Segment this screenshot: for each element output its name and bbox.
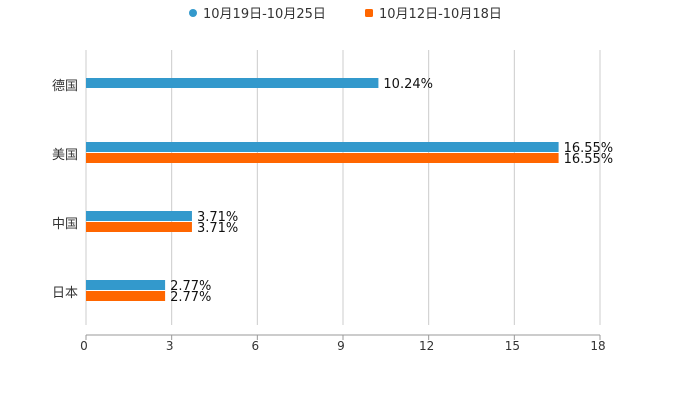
x-tick-label: 3	[166, 339, 174, 353]
bar	[86, 280, 166, 290]
x-tick-label: 9	[337, 339, 345, 353]
x-tick-label: 12	[419, 339, 434, 353]
bar	[86, 291, 166, 301]
category-label: 中国	[52, 217, 78, 232]
grid	[85, 50, 601, 325]
data-label: 3.71%	[197, 221, 238, 236]
x-tick-label: 15	[505, 339, 520, 353]
bar	[86, 78, 379, 88]
legend: 10月19日-10月25日 10月12日-10月18日	[189, 7, 502, 22]
data-label: 16.55%	[564, 152, 614, 167]
legend-marker	[189, 9, 197, 17]
bar	[86, 142, 559, 152]
data-label: 10.24%	[383, 77, 433, 92]
data-label: 2.77%	[170, 279, 211, 294]
legend-marker	[365, 9, 373, 17]
bars: 10.24% 16.55%16.55% 3.71%3.71% 2.77%2.77%	[86, 77, 613, 305]
x-tick-label: 6	[252, 339, 260, 353]
bar	[86, 222, 192, 232]
legend-label: 10月12日-10月18日	[379, 7, 502, 22]
data-label: 16.55%	[564, 141, 614, 156]
bar	[86, 211, 192, 221]
x-tick-label: 18	[590, 339, 605, 353]
category-label: 美国	[52, 148, 78, 163]
x-tick-label: 0	[80, 339, 88, 353]
data-label: 3.71%	[197, 210, 238, 225]
data-label: 2.77%	[170, 290, 211, 305]
x-axis: 0 3 6 9 12 15 18	[80, 334, 606, 353]
legend-label: 10月19日-10月25日	[203, 7, 326, 22]
category-label: 德国	[52, 79, 78, 94]
bar	[86, 153, 559, 163]
category-label: 日本	[52, 286, 78, 301]
